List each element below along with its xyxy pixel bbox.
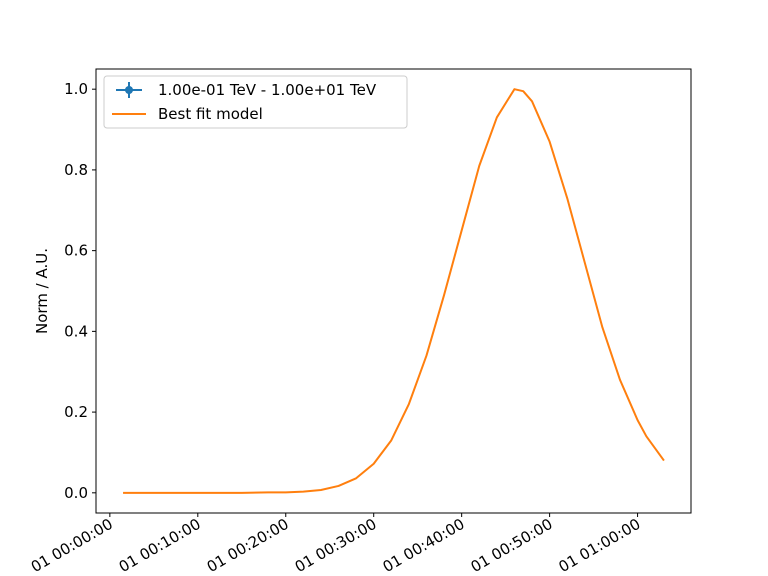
y-tick-label: 0.8 [64,161,88,179]
legend-label: Best fit model [158,105,263,123]
series-line-best-fit-model [123,88,665,494]
y-tick-label: 1.0 [64,80,88,98]
legend-marker [125,86,133,94]
plot-area [96,69,691,513]
y-tick-label: 0.4 [64,322,88,340]
y-tick-label: 0.2 [64,403,88,421]
y-tick-label: 0.6 [64,242,88,260]
plot-frame [95,68,692,514]
legend: 1.00e-01 TeV - 1.00e+01 TeV Best fit mode… [103,75,408,129]
legend-box [103,75,408,129]
legend-label: 1.00e-01 TeV - 1.00e+01 TeV [158,81,377,99]
y-axis-label: Norm / A.U. [33,248,51,334]
series-layer [123,88,665,494]
y-tick-label: 0.0 [64,484,88,502]
